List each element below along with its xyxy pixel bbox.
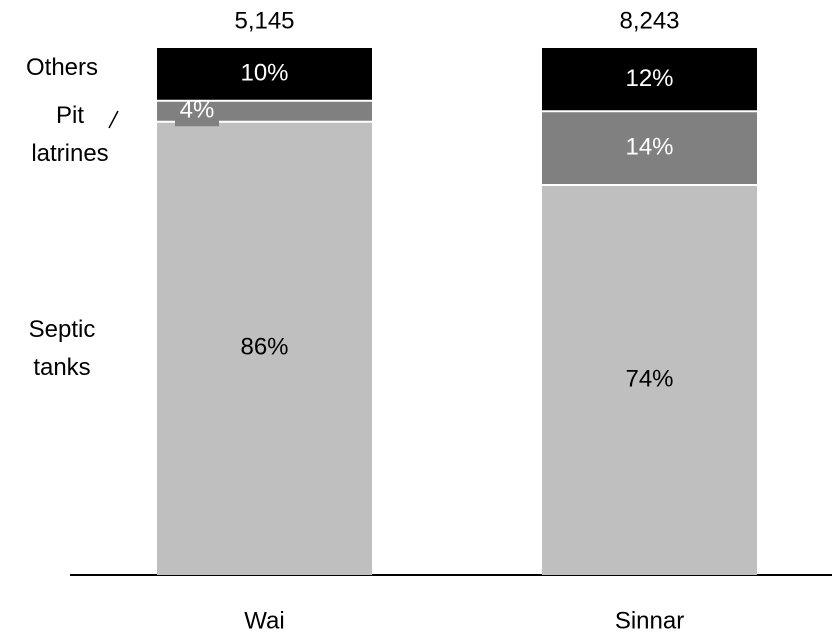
bar-segment <box>542 185 757 575</box>
legend-label: Septic tanks <box>28 316 96 381</box>
x-tick-label: Wai <box>244 607 284 634</box>
bar-segment <box>542 111 757 186</box>
x-tick-label: Sinnar <box>615 607 684 634</box>
value-label: 74% <box>625 365 673 392</box>
legend-label: Others <box>25 54 99 81</box>
bar-segment <box>542 48 757 112</box>
leader-line <box>108 110 119 129</box>
total-label: 5,145 <box>234 7 294 34</box>
bar-segment <box>157 48 372 101</box>
value-label: 12% <box>625 65 673 92</box>
value-label: 14% <box>625 133 673 160</box>
legend-label: Pit latrines <box>31 102 109 167</box>
value-label: 10% <box>240 60 288 87</box>
total-label: 8,243 <box>619 7 679 34</box>
value-label: 86% <box>240 334 288 361</box>
bar-segment <box>157 121 372 575</box>
